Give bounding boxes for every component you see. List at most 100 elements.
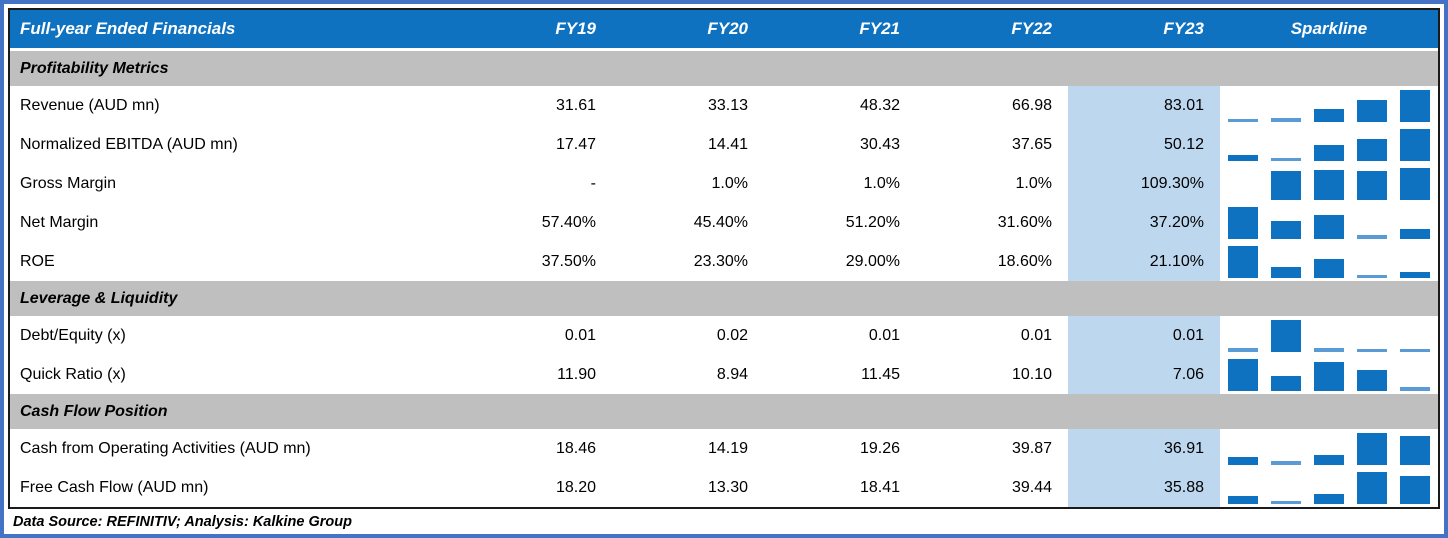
sparkline-bar [1400,90,1430,122]
value-cell-fy22: 31.60% [997,213,1052,231]
value-cell-fy19: - [590,174,596,192]
sparkline-bar [1228,359,1258,391]
sparkline-chart [1220,316,1438,355]
sparkline-bar [1271,500,1301,504]
column-header-fy23: FY23 [1163,19,1204,38]
value-cell-fy23: 37.20% [1068,203,1220,242]
value-cell-fy22: 37.65 [1011,135,1052,153]
value-cell-fy19: 0.01 [564,326,596,344]
row-label: Net Margin [20,213,99,231]
sparkline-bar [1228,496,1258,504]
value-cell-fy22: 10.10 [1011,365,1052,383]
sparkline-bar [1228,457,1258,465]
section-row-leverage-liquidity: Leverage & Liquidity [10,281,1438,316]
value-cell-fy20: 23.30% [693,252,748,270]
sparkline-bar [1228,246,1258,278]
sparkline-bar [1400,271,1430,278]
table-title: Full-year Ended Financials [20,19,236,38]
sparkline-chart [1220,355,1438,394]
sparkline-bar [1400,228,1430,239]
row-label: Normalized EBITDA (AUD mn) [20,135,238,153]
sparkline-chart [1220,468,1438,507]
value-cell-fy22: 1.0% [1015,174,1052,192]
sparkline-chart [1220,242,1438,281]
value-cell-fy21: 48.32 [859,96,900,114]
sparkline-bar [1314,214,1344,239]
sparkline-bar [1400,436,1430,465]
value-cell-fy21: 19.26 [859,439,900,457]
sparkline-bar [1228,154,1258,161]
table-row-gross-margin: Gross Margin - 1.0% 1.0% 1.0% 109.30% [10,164,1438,203]
row-label: Quick Ratio (x) [20,365,126,383]
value-cell-fy19: 31.61 [555,96,596,114]
value-cell-fy20: 1.0% [711,174,748,192]
section-row-profitability: Profitability Metrics [10,51,1438,86]
section-label: Leverage & Liquidity [20,289,178,307]
sparkline-bar [1271,267,1301,278]
sparkline-bar [1271,461,1301,465]
value-cell-fy19: 57.40% [541,213,596,231]
value-cell-fy20: 8.94 [716,365,748,383]
table-row-ebitda: Normalized EBITDA (AUD mn) 17.47 14.41 3… [10,125,1438,164]
financials-table: Full-year Ended Financials FY19 FY20 FY2… [8,8,1440,509]
source-note: Data Source: REFINITIV; Analysis: Kalkin… [13,514,352,530]
sparkline-bar [1357,235,1387,239]
value-cell-fy20: 0.02 [716,326,748,344]
sparkline-bar [1271,376,1301,391]
table-header-row: Full-year Ended Financials FY19 FY20 FY2… [10,10,1438,48]
value-cell-fy21: 11.45 [861,365,900,383]
value-cell-fy20: 45.40% [693,213,748,231]
table-row-revenue: Revenue (AUD mn) 31.61 33.13 48.32 66.98… [10,86,1438,125]
row-label: Gross Margin [20,174,117,192]
value-cell-fy23: 35.88 [1068,468,1220,507]
sparkline-bar [1271,117,1301,122]
row-label: Free Cash Flow (AUD mn) [20,478,209,496]
sparkline-chart [1220,203,1438,242]
row-label: Revenue (AUD mn) [20,96,160,114]
sparkline-bar [1228,348,1258,352]
sparkline-bar [1314,108,1344,122]
sparkline-bar [1314,259,1344,278]
sparkline-chart [1220,86,1438,125]
value-cell-fy23: 83.01 [1068,86,1220,125]
sparkline-bar [1400,475,1430,504]
table-row-free-cash-flow: Free Cash Flow (AUD mn) 18.20 13.30 18.4… [10,468,1438,507]
value-cell-fy23: 7.06 [1068,355,1220,394]
sparkline-chart [1220,125,1438,164]
sparkline-bar [1400,168,1430,200]
sparkline-bar [1400,129,1430,161]
value-cell-fy23: 21.10% [1068,242,1220,281]
header-divider [10,48,1438,51]
sparkline-chart [1220,429,1438,468]
table-row-debt-equity: Debt/Equity (x) 0.01 0.02 0.01 0.01 0.01 [10,316,1438,355]
value-cell-fy22: 18.60% [997,252,1052,270]
value-cell-fy21: 30.43 [859,135,900,153]
sparkline-bar [1314,348,1344,352]
sparkline-bar [1314,362,1344,391]
table-row-roe: ROE 37.50% 23.30% 29.00% 18.60% 21.10% [10,242,1438,281]
value-cell-fy20: 14.41 [707,135,748,153]
row-label: Cash from Operating Activities (AUD mn) [20,439,311,457]
value-cell-fy21: 18.41 [859,478,900,496]
sparkline-bar [1228,207,1258,239]
column-header-fy22: FY22 [1011,19,1052,38]
value-cell-fy20: 33.13 [707,96,748,114]
section-label: Profitability Metrics [20,59,169,77]
sparkline-bar [1357,274,1387,278]
sparkline-bar [1357,369,1387,391]
table-row-quick-ratio: Quick Ratio (x) 11.90 8.94 11.45 10.10 7… [10,355,1438,394]
sparkline-bar [1400,387,1430,391]
sparkline-bar [1357,99,1387,122]
value-cell-fy20: 14.19 [707,439,748,457]
value-cell-fy22: 39.44 [1011,478,1052,496]
value-cell-fy22: 66.98 [1011,96,1052,114]
sparkline-bar [1271,320,1301,352]
sparkline-bar [1314,170,1344,200]
value-cell-fy22: 0.01 [1020,326,1052,344]
sparkline-bar [1271,171,1301,200]
column-header-sparkline: Sparkline [1290,19,1368,38]
value-cell-fy23: 36.91 [1068,429,1220,468]
value-cell-fy21: 29.00% [845,252,900,270]
column-header-fy19: FY19 [555,19,596,38]
value-cell-fy23: 50.12 [1068,125,1220,164]
